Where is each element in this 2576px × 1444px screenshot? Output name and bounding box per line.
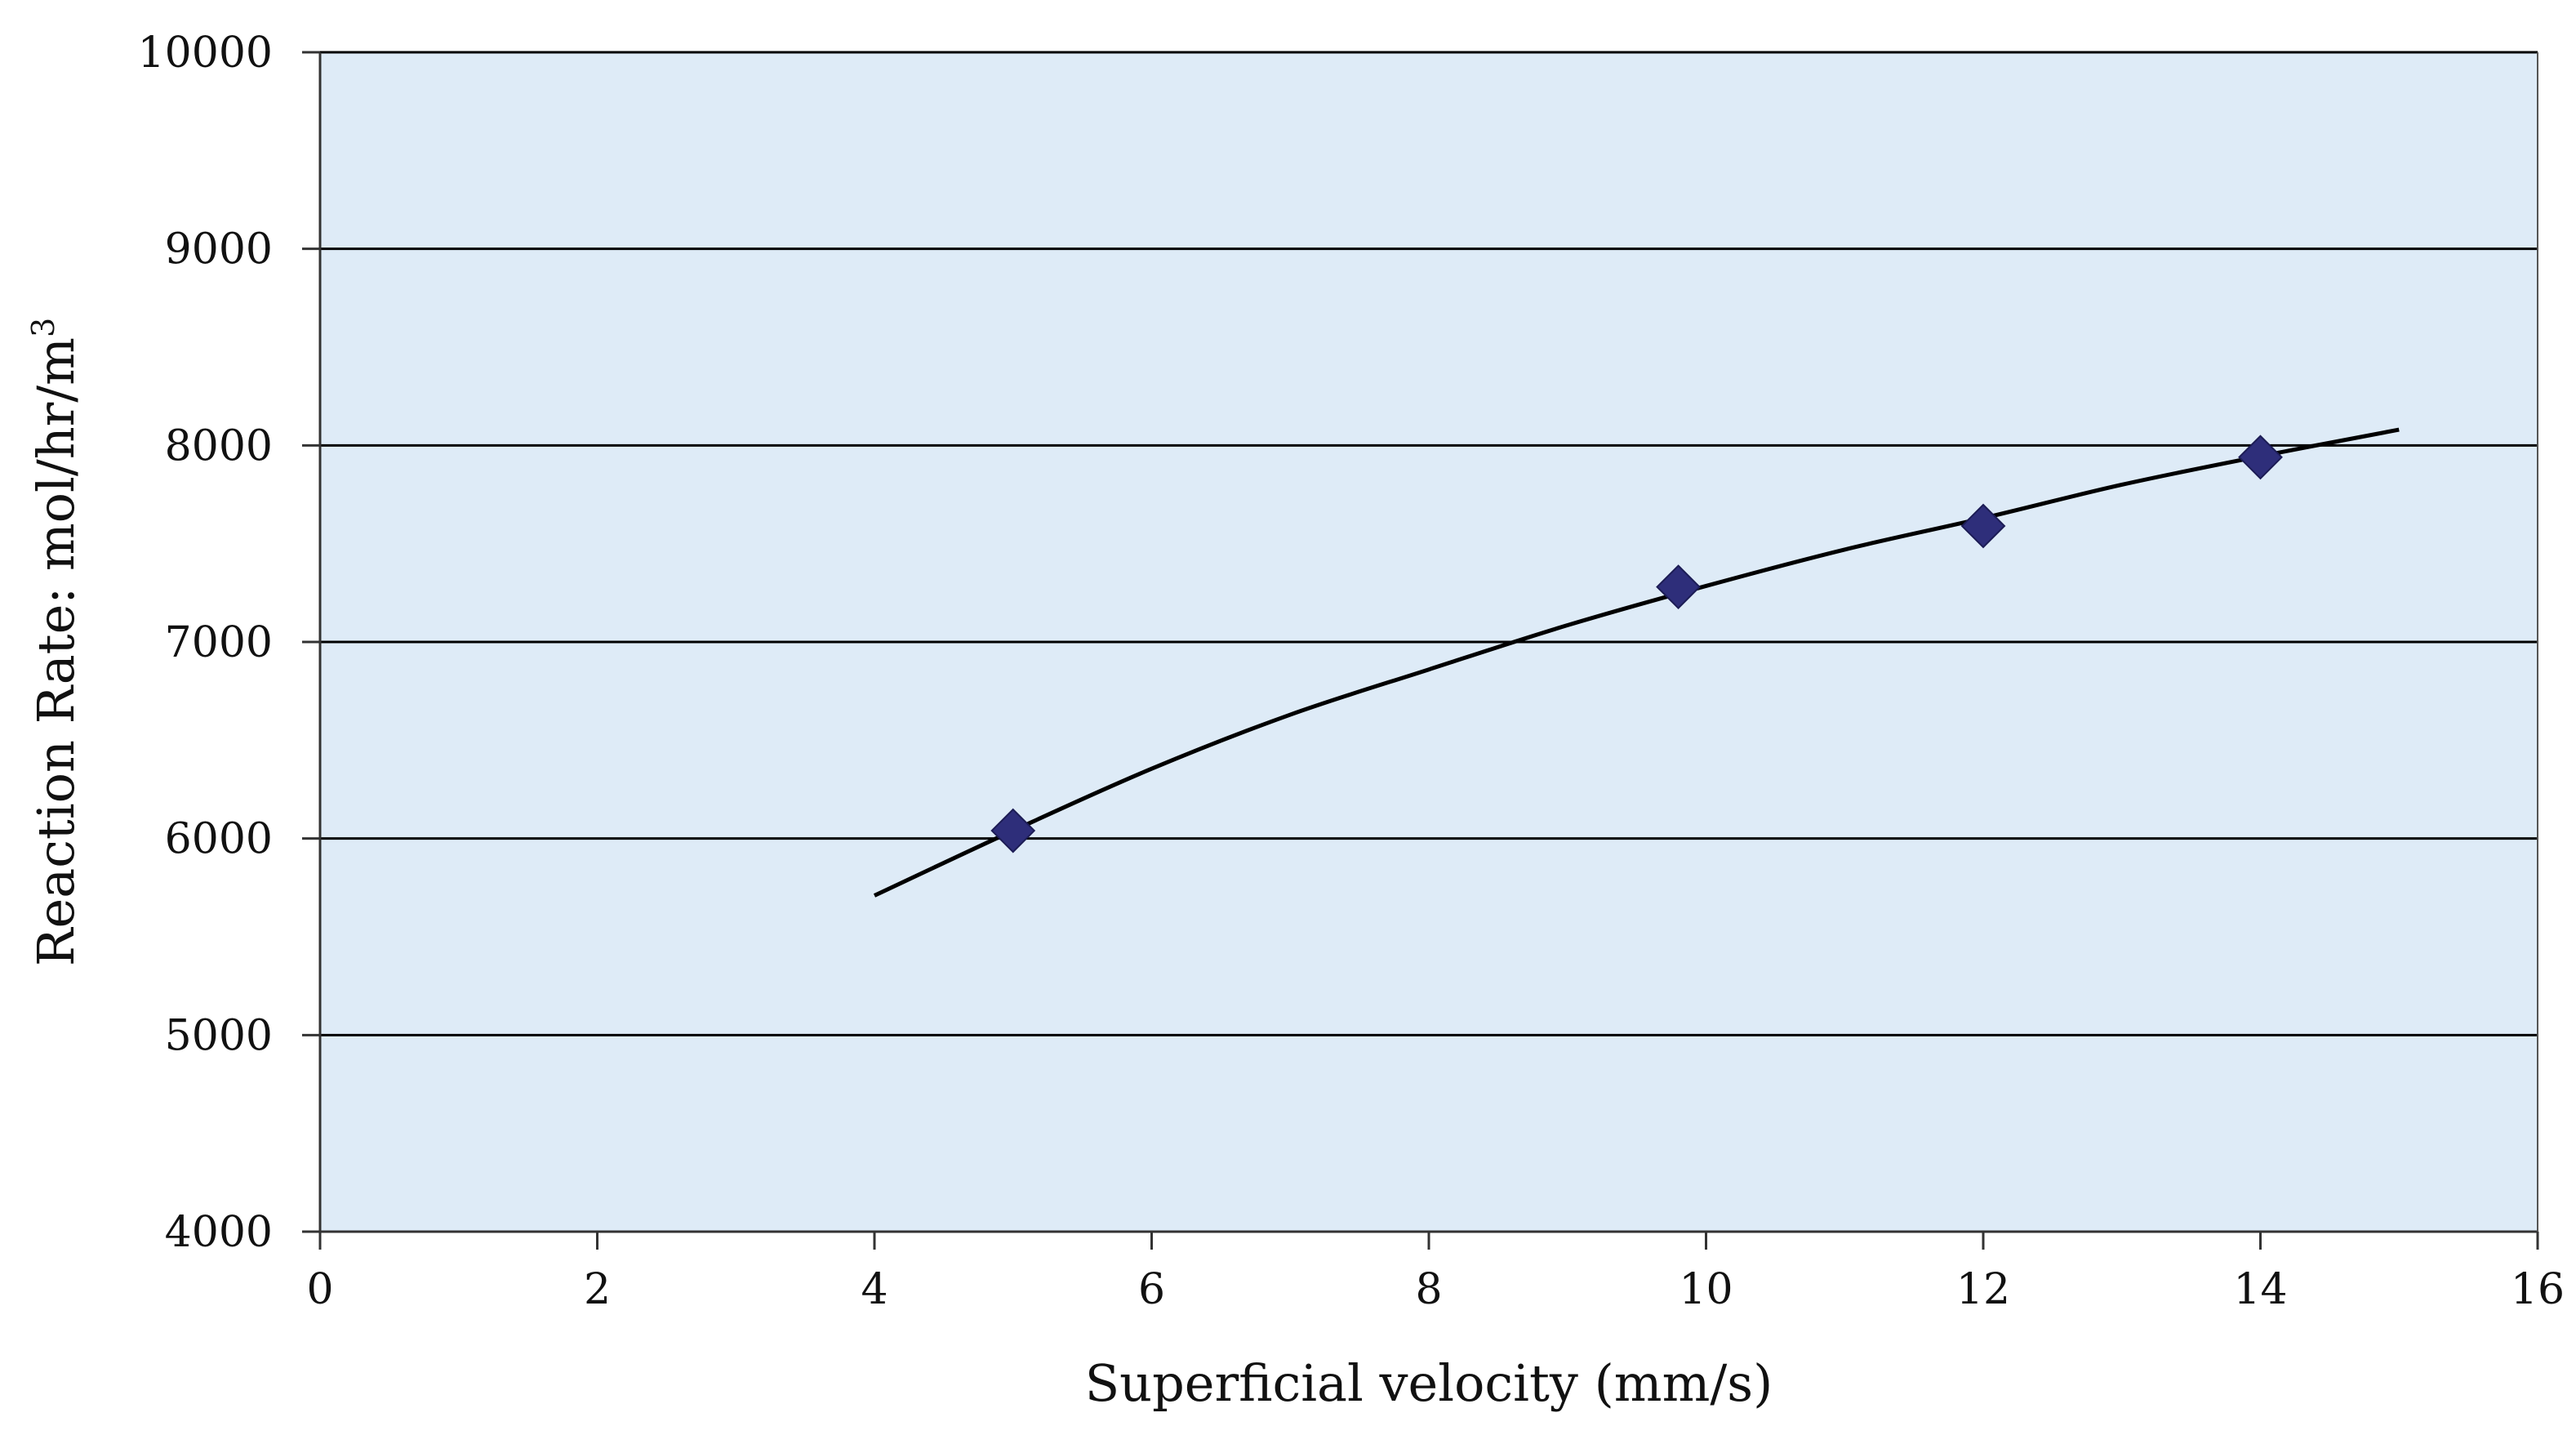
- data-point-marker: [1656, 564, 1701, 610]
- x-tick-label: 12: [1956, 1265, 2010, 1314]
- y-tick-label: 9000: [165, 225, 273, 274]
- x-ticks: 0 2 4 6 8 10 12 14 16: [306, 1232, 2565, 1314]
- y-tick-label: 10000: [138, 29, 273, 78]
- y-ticks: 4000 5000 6000 7000 8000 9000 10000: [138, 29, 320, 1257]
- y-tick-label: 6000: [165, 815, 273, 864]
- x-tick-label: 10: [1679, 1265, 1733, 1314]
- y-tick-label: 7000: [165, 618, 273, 667]
- x-tick-label: 14: [2233, 1265, 2287, 1314]
- y-tick-label: 8000: [165, 421, 273, 470]
- y-axis-title: Reaction Rate: mol/hr/m3: [25, 318, 86, 966]
- data-point-marker: [2238, 435, 2283, 480]
- x-tick-label: 4: [861, 1265, 888, 1314]
- x-axis-title: Superficial velocity (mm/s): [1085, 1353, 1773, 1413]
- x-tick-label: 2: [584, 1265, 611, 1314]
- x-tick-label: 0: [306, 1265, 333, 1314]
- x-tick-label: 6: [1138, 1265, 1165, 1314]
- y-axis-title-superscript: 3: [25, 318, 61, 337]
- x-tick-label: 16: [2511, 1265, 2565, 1314]
- data-point-marker: [990, 808, 1036, 853]
- y-tick-label: 4000: [165, 1208, 273, 1257]
- x-tick-label: 8: [1415, 1265, 1442, 1314]
- y-tick-label: 5000: [165, 1011, 273, 1060]
- trendline: [873, 427, 2400, 898]
- data-point-marker: [1960, 503, 2006, 549]
- y-axis-title-text: Reaction Rate: mol/hr/m: [26, 337, 86, 966]
- data-markers: [990, 435, 2283, 853]
